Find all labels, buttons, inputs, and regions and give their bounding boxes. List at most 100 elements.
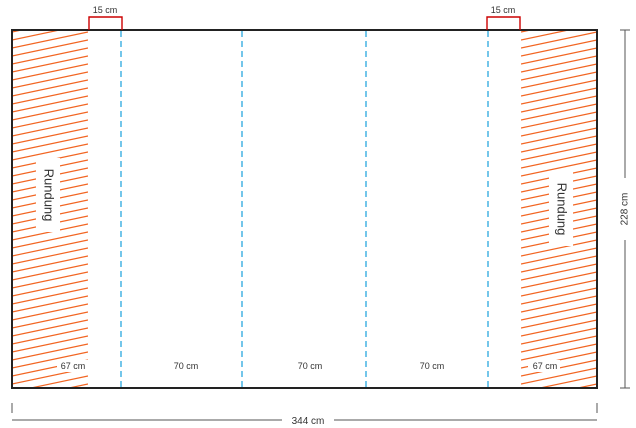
left-rounding-hatch-line: [12, 143, 88, 161]
right-rounding-hatch-line: [521, 31, 597, 49]
right-rounding-hatch-line: [521, 63, 597, 81]
left-rounding-hatch-line: [12, 392, 88, 408]
seg5-label-bg: [528, 360, 560, 372]
left-rounding-hatch-line: [12, 135, 88, 153]
segment-label-5: 67 cm: [533, 361, 558, 371]
left-rounding-hatch-line: [28, 375, 88, 388]
left-rounding-hatch-line: [12, 327, 88, 345]
right-rounding-hatch-line: [521, 47, 597, 65]
right-rounding-hatch-line: [521, 367, 597, 385]
left-rounding-hatch-line: [12, 31, 88, 49]
left-rounding-hatch-line: [12, 303, 88, 321]
right-rounding-hatch-line: [521, 30, 572, 41]
right-rounding-hatch-line: [521, 39, 597, 57]
right-rounding-hatch-line: [521, 400, 597, 416]
left-rounding-hatch-line: [12, 247, 88, 265]
left-rounding-label-bg: [36, 158, 60, 232]
left-rounding-hatch-line: [12, 95, 88, 113]
left-rounding-hatch-line: [12, 319, 88, 337]
left-rounding-hatch-line: [12, 295, 88, 313]
right-rounding-hatch-line: [521, 151, 597, 169]
right-rounding-hatch-line: [521, 159, 597, 177]
right-rounding-hatch-line: [521, 392, 597, 408]
right-rounding-hatch: [521, 0, 597, 416]
right-rounding-hatch-line: [521, 8, 597, 24]
width-label: 344 cm: [292, 416, 325, 427]
left-rounding-hatch-line: [12, 71, 88, 89]
right-rounding-hatch-line: [521, 0, 597, 16]
left-rounding-hatch-line: [12, 127, 88, 145]
left-rounding-hatch-line: [12, 8, 88, 24]
right-rounding-hatch-line: [521, 335, 597, 353]
segment-label-1: 67 cm: [61, 361, 86, 371]
right-rounding-hatch-line: [521, 263, 597, 281]
left-rounding-hatch-line: [12, 255, 88, 273]
left-rounding-hatch-line: [12, 47, 88, 65]
seg1-label-bg: [57, 360, 89, 372]
left-rounding-hatch-line: [12, 55, 88, 73]
left-rounding-hatch-line: [12, 0, 88, 16]
right-rounding-hatch-line: [521, 103, 597, 121]
right-rounding-hatch-line: [521, 79, 597, 97]
right-rounding-hatch-line: [521, 255, 597, 273]
left-rounding-hatch-line: [12, 63, 88, 81]
right-rounding-hatch-line: [521, 111, 597, 129]
width-dimension: [11, 403, 598, 421]
right-rounding-hatch-line: [521, 143, 597, 161]
segment-label-2: 70 cm: [174, 361, 199, 371]
left-rounding-hatch-line: [12, 79, 88, 97]
left-rounding-hatch-line: [12, 103, 88, 121]
segment-label-4: 70 cm: [420, 361, 445, 371]
left-rounding-hatch-line: [12, 30, 63, 41]
overlap-label-left: 15 cm: [93, 5, 118, 15]
right-rounding-hatch-line: [521, 279, 597, 297]
left-rounding-hatch-line: [12, 111, 88, 129]
right-rounding-hatch-line: [575, 383, 597, 388]
left-rounding-hatch-line: [12, 87, 88, 105]
left-rounding-hatch-line: [12, 351, 88, 369]
panel-frame: [11, 29, 598, 389]
right-rounding-hatch-line: [521, 239, 597, 257]
right-rounding-hatch-line: [521, 71, 597, 89]
height-dimension: [620, 29, 630, 389]
left-rounding-hatch-line: [12, 263, 88, 281]
right-rounding-hatch-line: [521, 271, 597, 289]
height-label: 228 cm: [620, 193, 631, 226]
right-rounding-hatch-line: [521, 327, 597, 345]
overlap-label-right: 15 cm: [491, 5, 516, 15]
left-rounding-hatch-line: [12, 231, 88, 249]
left-rounding-hatch-line: [12, 239, 88, 257]
left-rounding-hatch-line: [12, 400, 88, 416]
right-rounding-hatch-line: [521, 135, 597, 153]
left-rounding-hatch: [12, 0, 88, 416]
left-rounding-hatch-line: [12, 119, 88, 137]
left-rounding-hatch-line: [12, 311, 88, 329]
right-rounding-hatch-line: [537, 375, 597, 388]
right-rounding-hatch-line: [521, 87, 597, 105]
left-rounding-hatch-line: [12, 279, 88, 297]
overlap-bracket-right: [486, 16, 521, 30]
left-rounding-hatch-line: [12, 287, 88, 305]
left-rounding-hatch-line: [12, 271, 88, 289]
right-rounding-hatch-line: [521, 343, 597, 361]
right-rounding-hatch-line: [521, 127, 597, 145]
rounding-label-right: Rundung: [555, 183, 570, 236]
right-rounding-hatch-line: [521, 119, 597, 137]
left-rounding-hatch-line: [12, 335, 88, 353]
right-rounding-hatch-line: [521, 95, 597, 113]
right-rounding-hatch-line: [521, 311, 597, 329]
right-rounding-hatch-line: [521, 247, 597, 265]
right-rounding-label-bg: [549, 172, 573, 246]
segment-label-3: 70 cm: [298, 361, 323, 371]
right-rounding-hatch-line: [521, 303, 597, 321]
left-rounding-hatch-line: [66, 383, 88, 388]
left-rounding-hatch-line: [12, 343, 88, 361]
right-rounding-hatch-line: [521, 295, 597, 313]
right-rounding-hatch-line: [521, 55, 597, 73]
right-rounding-hatch-line: [521, 287, 597, 305]
fold-lines: [120, 31, 489, 387]
rounding-label-left: Rundung: [42, 169, 57, 222]
right-rounding-hatch-line: [521, 319, 597, 337]
overlap-bracket-left: [88, 16, 123, 30]
